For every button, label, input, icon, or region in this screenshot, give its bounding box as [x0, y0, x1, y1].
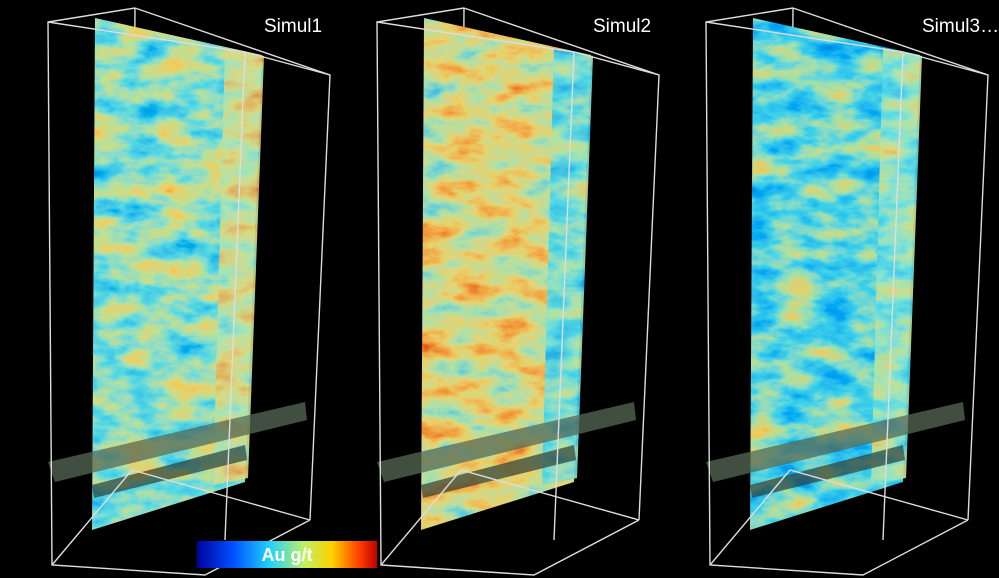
- panel-label: Simul3…: [922, 16, 999, 37]
- panel-label: Simul2: [593, 16, 651, 37]
- panels: Simul1 Simul2 Simul3…: [48, 8, 999, 575]
- figure: Simul1 Simul2 Simul3… Au g/t: [0, 0, 999, 578]
- panel-label: Simul1: [264, 16, 322, 37]
- colorbar-label: Au g/t: [262, 545, 313, 565]
